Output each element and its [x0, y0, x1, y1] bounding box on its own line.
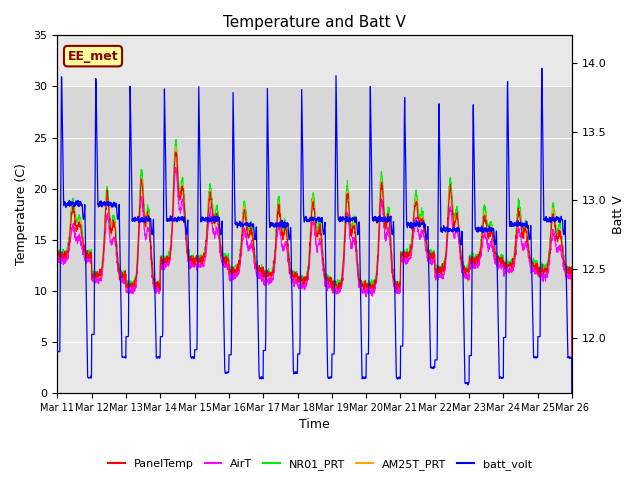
Y-axis label: Batt V: Batt V	[612, 195, 625, 234]
Legend: PanelTemp, AirT, NR01_PRT, AM25T_PRT, batt_volt: PanelTemp, AirT, NR01_PRT, AM25T_PRT, ba…	[104, 455, 536, 474]
X-axis label: Time: Time	[300, 419, 330, 432]
Bar	[58, 86, 572, 291]
Text: EE_met: EE_met	[68, 49, 118, 63]
Title: Temperature and Batt V: Temperature and Batt V	[223, 15, 406, 30]
Y-axis label: Temperature (C): Temperature (C)	[15, 163, 28, 265]
